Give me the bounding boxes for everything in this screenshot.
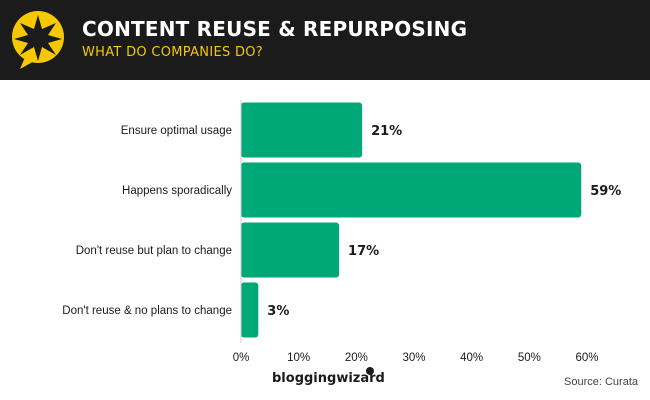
- bar: [241, 282, 259, 338]
- bar-chart: Ensure optimal usage 21% Happens sporadica…: [62, 100, 621, 364]
- brand-dot-icon: [366, 367, 374, 375]
- category-label: Happens sporadically: [122, 185, 232, 197]
- x-tick-label: 60%: [575, 352, 598, 364]
- x-tick-label: 10%: [287, 352, 310, 364]
- category-label: Don't reuse but plan to change: [76, 245, 232, 257]
- value-label: 3%: [267, 304, 289, 319]
- x-tick-label: 0%: [233, 352, 250, 364]
- value-label: 59%: [590, 184, 621, 199]
- x-tick-label: 40%: [460, 352, 483, 364]
- star-speech-bubble-icon: [12, 11, 64, 69]
- x-tick-label: 30%: [402, 352, 425, 364]
- bar: [241, 162, 582, 218]
- value-label: 17%: [348, 244, 379, 259]
- category-label: Don't reuse & no plans to change: [62, 305, 232, 317]
- header-bar: CONTENT REUSE & REPURPOSING WHAT DO COMP…: [0, 0, 650, 80]
- page-subtitle: WHAT DO COMPANIES DO?: [82, 45, 263, 60]
- page-title: CONTENT REUSE & REPURPOSING: [82, 17, 468, 41]
- category-label: Ensure optimal usage: [121, 125, 232, 137]
- brand-logo-text: bloggingwizard: [272, 371, 385, 386]
- value-label: 21%: [371, 124, 402, 139]
- source-note: Source: Curata: [564, 376, 638, 388]
- x-tick-label: 20%: [345, 352, 368, 364]
- bar: [241, 102, 363, 158]
- x-tick-label: 50%: [518, 352, 541, 364]
- bar: [241, 222, 340, 278]
